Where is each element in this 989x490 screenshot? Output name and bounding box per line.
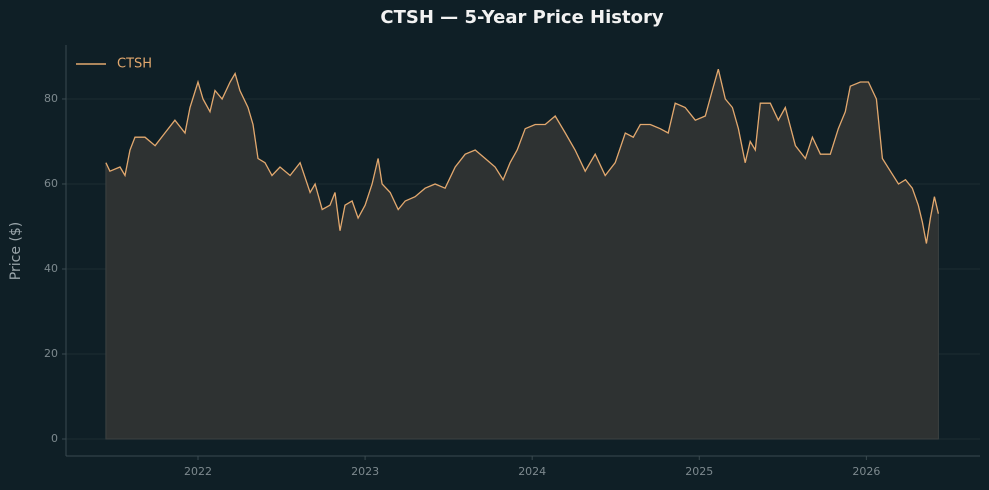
- y-tick-label: 40: [44, 262, 58, 275]
- x-tick-label: 2026: [852, 465, 880, 478]
- y-tick-label: 60: [44, 177, 58, 190]
- y-tick-label: 80: [44, 92, 58, 105]
- chart-title: CTSH — 5-Year Price History: [380, 7, 663, 28]
- x-tick-label: 2025: [685, 465, 713, 478]
- legend-label: CTSH: [117, 57, 152, 72]
- line: [105, 69, 940, 244]
- x-tick-label: 2024: [518, 465, 546, 478]
- y-tick-label: 20: [44, 347, 58, 360]
- x-tick-label: 2022: [184, 465, 212, 478]
- x-tick-label: 2023: [351, 465, 379, 478]
- y-tick-label: 0: [51, 432, 58, 445]
- y-axis-label: Price ($): [8, 222, 24, 280]
